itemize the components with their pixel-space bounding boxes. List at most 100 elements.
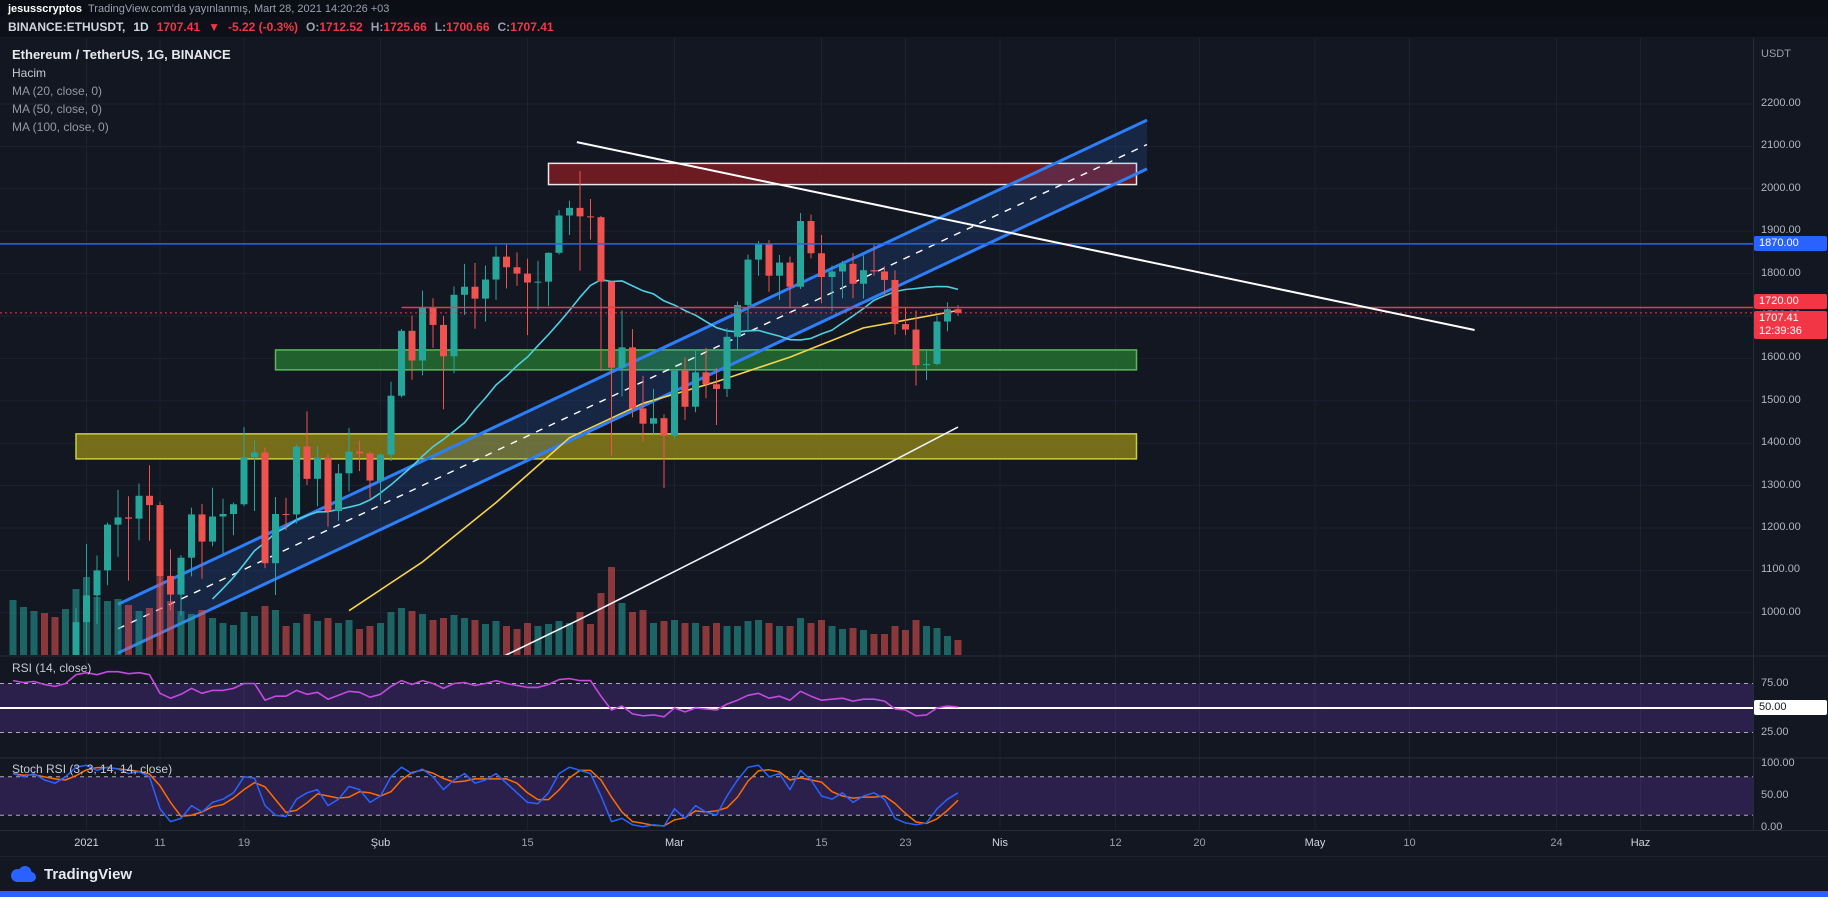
stoch-axis-tick: 100.00 bbox=[1761, 757, 1795, 769]
volume-bar bbox=[482, 624, 489, 655]
volume-bar bbox=[282, 626, 290, 655]
rsi-indicator-label[interactable]: RSI (14, close) bbox=[12, 661, 92, 675]
stoch-axis-tick: 0.00 bbox=[1761, 821, 1783, 833]
rsi-axis-tick: 75.00 bbox=[1761, 676, 1789, 689]
tradingview-wordmark: TradingView bbox=[44, 865, 133, 883]
volume-bar bbox=[20, 607, 27, 655]
candle-body bbox=[471, 286, 479, 299]
volume-bar bbox=[198, 610, 206, 655]
candle-body bbox=[839, 263, 846, 272]
candle-body bbox=[860, 270, 867, 284]
legend-ma100[interactable]: MA (100, close, 0) bbox=[12, 120, 109, 134]
candle-body bbox=[639, 408, 647, 424]
stoch-rsi-indicator-label[interactable]: Stoch RSI (3, 3, 14, 14, close) bbox=[12, 762, 173, 776]
candle-body bbox=[555, 215, 563, 253]
candle-body bbox=[849, 263, 857, 284]
volume-bar bbox=[387, 612, 395, 655]
volume-bar bbox=[240, 612, 248, 655]
candle-body bbox=[366, 453, 374, 481]
candle-body bbox=[408, 330, 416, 361]
symbol-name[interactable]: BINANCE:ETHUSDT, bbox=[8, 20, 126, 34]
symbol-info-bar: BINANCE:ETHUSDT, 1D 1707.41 ▼ -5.22 (-0.… bbox=[0, 17, 1828, 38]
candle-body bbox=[545, 252, 552, 282]
volume-bar bbox=[660, 621, 668, 655]
volume-bar bbox=[881, 634, 888, 655]
candle-body bbox=[818, 253, 825, 277]
price-change: -5.22 (-0.3%) bbox=[227, 20, 298, 34]
volume-bar bbox=[860, 630, 867, 655]
candle-body bbox=[734, 304, 741, 337]
candle-body bbox=[797, 221, 804, 287]
price-axis-tick: 1100.00 bbox=[1761, 563, 1800, 576]
close-value: 1707.41 bbox=[510, 20, 554, 34]
candle-body bbox=[891, 279, 899, 325]
volume-bar bbox=[587, 624, 594, 655]
rsi-axis-tick: 25.00 bbox=[1761, 725, 1789, 738]
time-axis[interactable]: 2021 11 19 Şub 15 Mar 15 23 Nis 12 20 May 10 24 Haz bbox=[0, 830, 1753, 856]
volume-bar bbox=[93, 597, 101, 655]
tradingview-logo[interactable]: TradingView bbox=[10, 865, 132, 883]
ma100-line bbox=[504, 426, 959, 655]
candle-body bbox=[419, 307, 426, 361]
volume-bar bbox=[440, 618, 447, 655]
candle-body bbox=[692, 372, 699, 407]
candle-body bbox=[629, 347, 636, 409]
stoch-k-line bbox=[12, 764, 959, 828]
candle-body bbox=[135, 495, 143, 519]
last-price: 1707.41 bbox=[156, 20, 201, 34]
volume-bar bbox=[555, 621, 563, 655]
time-axis-label: Mar bbox=[665, 837, 684, 849]
countdown-timer: 12:39:36 bbox=[1759, 324, 1802, 337]
ohlc-group: O:1712.52 H:1725.66 L:1700.66 C:1707.41 bbox=[306, 20, 554, 34]
candle-body bbox=[125, 517, 132, 519]
volume-bar bbox=[839, 629, 846, 655]
open-label: O: bbox=[306, 20, 320, 34]
price-axis-tick: 2000.00 bbox=[1761, 181, 1801, 194]
candle-body bbox=[314, 457, 321, 479]
price-down-icon: ▼ bbox=[208, 20, 220, 34]
candle-body bbox=[492, 256, 500, 280]
candle-body bbox=[744, 259, 752, 305]
price-axis-tick: 1800.00 bbox=[1761, 266, 1801, 279]
volume-bar bbox=[923, 626, 930, 655]
volume-bar bbox=[104, 601, 111, 655]
volume-bar bbox=[314, 621, 321, 655]
candle-body bbox=[240, 457, 248, 505]
published-info: TradingView.com'da yayınlanmış, Mart 28,… bbox=[87, 2, 390, 15]
volume-bar bbox=[818, 620, 825, 655]
volume-bar bbox=[776, 626, 783, 655]
candle-body bbox=[671, 370, 678, 436]
legend-volume[interactable]: Hacim bbox=[12, 66, 47, 80]
legend-symbol-title[interactable]: Ethereum / TetherUS, 1G, BINANCE bbox=[12, 47, 231, 62]
candle-body bbox=[387, 395, 395, 455]
volume-bar bbox=[366, 626, 374, 655]
candle-body bbox=[618, 347, 626, 368]
time-axis-label: 23 bbox=[899, 837, 912, 849]
open-value: 1712.52 bbox=[319, 20, 363, 34]
candle-body bbox=[755, 243, 762, 260]
volume-bar bbox=[513, 629, 521, 655]
volume-bar bbox=[62, 609, 69, 655]
rsi-line bbox=[12, 670, 959, 718]
candle-body bbox=[870, 270, 878, 272]
volume-bar bbox=[671, 620, 678, 655]
volume-bar bbox=[272, 610, 279, 655]
volume-bar bbox=[293, 623, 300, 655]
price-axis[interactable]: USDT 2200.00 2100.00 2000.00 1900.00 1800.00 1… bbox=[1753, 0, 1828, 897]
time-axis-label: 20 bbox=[1193, 837, 1206, 849]
volume-bar bbox=[114, 599, 122, 655]
legend-ma50[interactable]: MA (50, close, 0) bbox=[12, 102, 103, 116]
low-label: L: bbox=[434, 20, 447, 34]
candle-body bbox=[576, 207, 584, 217]
time-axis-label: 24 bbox=[1550, 837, 1563, 849]
author-name[interactable]: jesusscryptos bbox=[8, 2, 82, 15]
candle-body bbox=[114, 517, 122, 525]
volume-bar bbox=[303, 614, 311, 655]
stoch-band bbox=[0, 776, 1753, 816]
volume-bar bbox=[807, 623, 815, 655]
volume-bar bbox=[429, 620, 437, 655]
legend-ma20[interactable]: MA (20, close, 0) bbox=[12, 84, 103, 98]
candle-body bbox=[660, 418, 668, 436]
volume-bar bbox=[398, 608, 405, 655]
